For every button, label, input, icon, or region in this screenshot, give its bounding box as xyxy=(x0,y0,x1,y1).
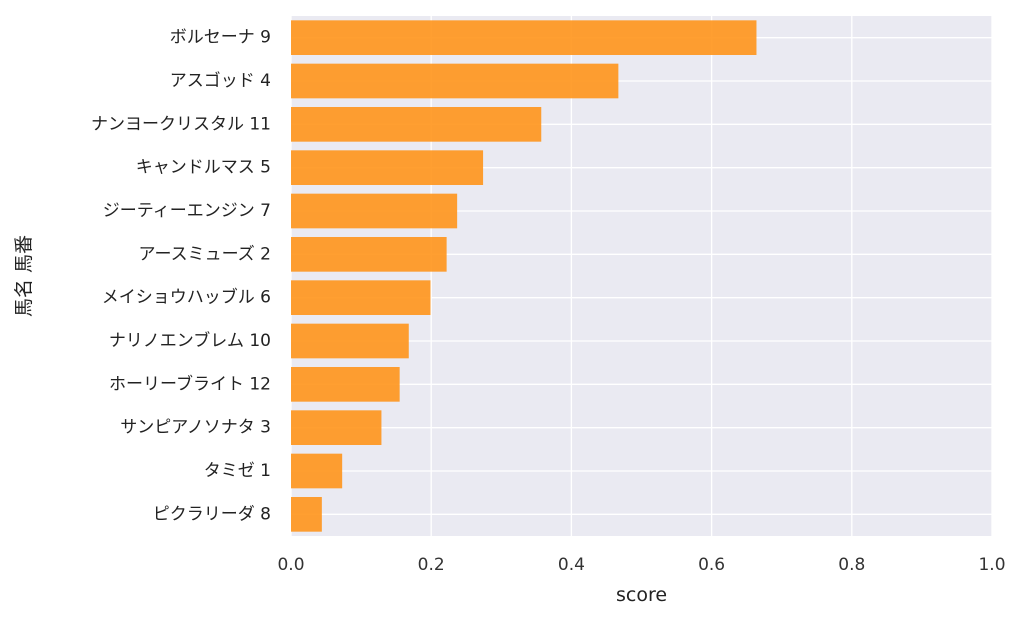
x-tick-label-2: 0.4 xyxy=(558,555,585,575)
category-label-1: アスゴッド 4 xyxy=(170,70,271,91)
x-tick-label-3: 0.6 xyxy=(698,555,725,575)
category-label-9: サンピアノソナタ 3 xyxy=(120,418,271,438)
category-label-6: メイショウハッブル 6 xyxy=(102,287,271,308)
category-label-10: タミゼ 1 xyxy=(204,461,271,481)
bar-9 xyxy=(291,410,382,445)
category-label-5: アースミューズ 2 xyxy=(139,244,272,264)
bar-1 xyxy=(291,63,619,99)
bars xyxy=(291,20,757,532)
plot-background xyxy=(291,16,992,536)
x-axis-title: score xyxy=(616,584,667,606)
category-label-7: ナリノエンブレム 10 xyxy=(109,330,271,351)
bar-0 xyxy=(291,20,757,55)
category-label-8: ホーリーブライト 12 xyxy=(109,373,271,394)
bar-10 xyxy=(291,453,343,489)
bar-5 xyxy=(291,237,447,272)
y-axis-title: 馬名 馬番 xyxy=(13,235,35,317)
bar-11 xyxy=(291,497,322,532)
category-labels: ボルセーナ 9 アスゴッド 4 ナンヨークリスタル 11 キャンドルマス 5 ジーティー… xyxy=(91,28,271,525)
bar-2 xyxy=(291,107,542,142)
category-label-4: ジーティーエンジン 7 xyxy=(103,201,271,221)
x-tick-label-0: 0.0 xyxy=(277,555,304,575)
x-tick-label-1: 0.2 xyxy=(418,555,445,575)
category-label-2: ナンヨークリスタル 11 xyxy=(91,114,271,134)
bar-8 xyxy=(291,367,400,402)
bar-6 xyxy=(291,280,431,315)
x-tick-label-4: 0.8 xyxy=(838,555,865,575)
bar-3 xyxy=(291,150,484,185)
category-label-11: ピクラリーダ 8 xyxy=(153,504,271,524)
category-label-3: キャンドルマス 5 xyxy=(136,158,271,178)
bar-4 xyxy=(291,193,458,229)
x-tick-label-5: 1.0 xyxy=(978,555,1005,575)
category-label-0: ボルセーナ 9 xyxy=(170,28,271,48)
bar-7 xyxy=(291,323,409,359)
x-tick-labels: 0.0 0.2 0.4 0.6 0.8 1.0 xyxy=(277,555,1005,575)
